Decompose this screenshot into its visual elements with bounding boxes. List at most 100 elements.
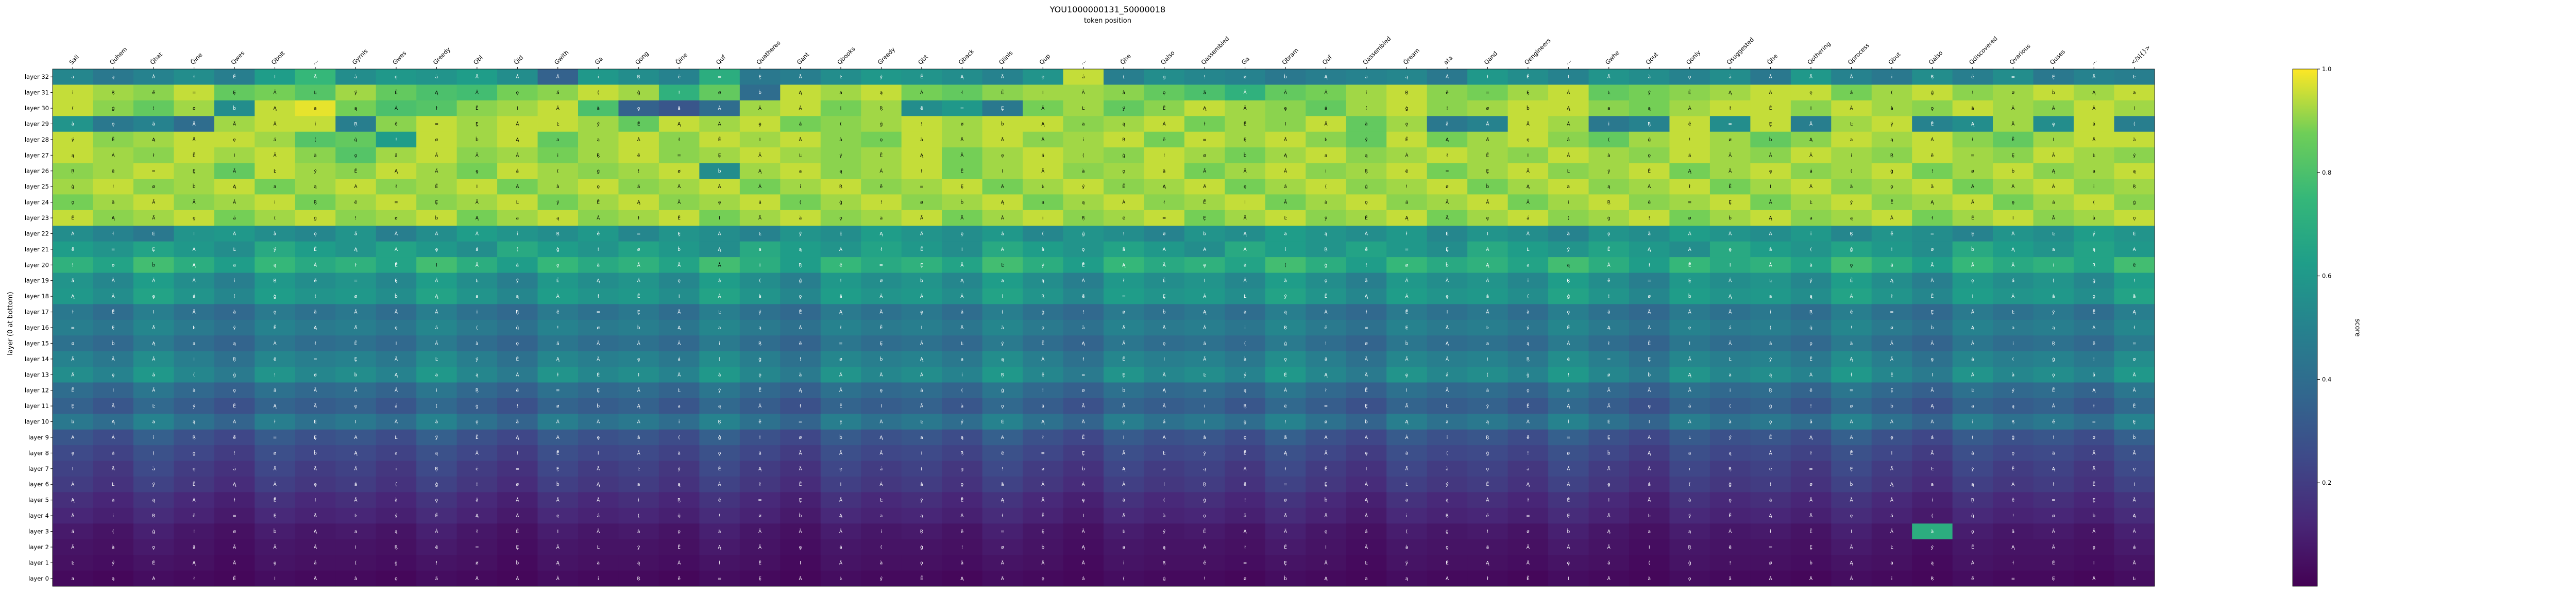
- heatmap-cell: [1831, 273, 1872, 289]
- heatmap-cell: [1427, 194, 1468, 211]
- heatmap-cell: [1871, 398, 1912, 414]
- cell-label: Ŀ: [1769, 279, 1772, 284]
- cell-label: ą: [1203, 467, 1206, 472]
- cell-label: i: [1972, 420, 1974, 425]
- heatmap-cell: [255, 429, 296, 446]
- heatmap-cell: [699, 319, 740, 336]
- cell-label: Ą: [556, 357, 560, 362]
- heatmap-cell: [1265, 257, 1306, 273]
- heatmap-cell: [1993, 273, 2034, 289]
- cell-label: à: [677, 451, 681, 456]
- heatmap-cell: [53, 507, 93, 524]
- heatmap-cell: [456, 100, 498, 116]
- heatmap-cell: [1427, 241, 1468, 258]
- heatmap-cell: [376, 382, 417, 399]
- cell-label: ø: [1001, 545, 1004, 550]
- heatmap-cell: [820, 429, 861, 446]
- heatmap-cell: [1144, 163, 1185, 179]
- heatmap-cell: [901, 367, 942, 383]
- cell-label: ä: [758, 451, 761, 456]
- heatmap-cell: [2114, 226, 2155, 242]
- heatmap-cell: [1104, 147, 1144, 163]
- cell-label: ý: [880, 576, 883, 582]
- heatmap-cell: [2033, 210, 2074, 226]
- heatmap-cell: [376, 445, 417, 461]
- heatmap-cell: [658, 477, 700, 492]
- cell-label: (: [1123, 75, 1125, 80]
- x-tick-label: Quf: [715, 53, 727, 66]
- heatmap-cell: [1750, 335, 1791, 352]
- heatmap-cell: [416, 319, 457, 336]
- heatmap-cell: [578, 382, 619, 399]
- cell-label: ą: [435, 451, 438, 456]
- heatmap-cell: [1225, 429, 1266, 446]
- cell-label: Ȧ: [112, 152, 115, 158]
- cell-label: Ā: [1769, 152, 1773, 158]
- cell-label: Ẽ: [274, 498, 277, 503]
- cell-label: (: [840, 122, 842, 127]
- cell-label: Ą: [1163, 388, 1166, 394]
- heatmap-cell: [537, 163, 579, 179]
- heatmap-cell: [1709, 241, 1751, 258]
- heatmap-cell: [53, 163, 93, 179]
- cell-label: Ā: [718, 231, 722, 236]
- cell-label: ą: [314, 184, 317, 190]
- cell-label: Ä: [112, 294, 115, 299]
- cell-label: Ẽ: [1365, 388, 1368, 394]
- cell-label: á: [395, 404, 398, 409]
- cell-label: Ą: [516, 138, 519, 143]
- heatmap-cell: [53, 100, 93, 116]
- cell-label: Ŀ: [1567, 169, 1570, 174]
- cell-label: i: [840, 106, 842, 111]
- cell-label: Ŀ: [2093, 153, 2095, 158]
- cell-label: ä: [1607, 310, 1611, 315]
- heatmap-cell: [780, 69, 821, 85]
- cell-label: ȩ: [1728, 247, 1732, 252]
- cell-label: ȩ: [1042, 576, 1045, 582]
- cell-label: ȩ: [1446, 294, 1449, 299]
- cell-label: à: [193, 388, 196, 394]
- cell-label: ø: [1042, 467, 1045, 472]
- heatmap-cell: [335, 507, 377, 524]
- cell-label: Ä: [1203, 184, 1207, 190]
- x-tick-label: Qdiscovered: [1968, 35, 1999, 66]
- heatmap-cell: [1588, 523, 1630, 540]
- cell-label: ǫ: [1648, 153, 1651, 158]
- cell-label: Ā: [1527, 168, 1530, 174]
- heatmap-cell: [1104, 398, 1144, 414]
- heatmap-cell: [1184, 319, 1225, 336]
- cell-label: !: [1002, 467, 1004, 472]
- heatmap-cell: [214, 319, 255, 336]
- cell-label: Ẽ: [1041, 341, 1044, 346]
- heatmap-cell: [1993, 539, 2034, 555]
- cell-label: a: [758, 247, 761, 252]
- heatmap-cell: [1750, 477, 1791, 492]
- cell-label: Ä: [476, 90, 479, 96]
- cell-label: Ā: [1041, 560, 1045, 566]
- cell-label: ḃ: [1931, 325, 1934, 331]
- cell-label: Ẽ: [71, 388, 74, 394]
- heatmap-cell: [1871, 445, 1912, 461]
- heatmap-cell: [1386, 445, 1428, 461]
- cell-label: á: [1405, 451, 1409, 456]
- heatmap-cell: [1548, 445, 1589, 461]
- colorbar: [2292, 69, 2318, 587]
- cell-label: ý: [435, 435, 438, 440]
- cell-label: Ą: [233, 482, 236, 487]
- cell-label: ḃ: [476, 137, 479, 143]
- cell-label: Ā: [1567, 152, 1570, 158]
- heatmap-cell: [1386, 555, 1428, 571]
- cell-label: Ŗ: [597, 153, 600, 158]
- heatmap-cell: [658, 257, 700, 273]
- heatmap-cell: [1063, 116, 1104, 132]
- heatmap-cell: [1548, 382, 1589, 399]
- cell-label: Â: [354, 466, 358, 472]
- heatmap-cell: [1427, 461, 1468, 477]
- cell-label: Ą: [1971, 122, 1975, 127]
- heatmap-cell: [618, 382, 659, 399]
- heatmap-cell: [497, 100, 538, 116]
- heatmap-cell: [2074, 241, 2114, 258]
- heatmap-cell: [1709, 257, 1751, 273]
- heatmap-cell: [1306, 226, 1347, 242]
- heatmap-cell: [739, 382, 781, 399]
